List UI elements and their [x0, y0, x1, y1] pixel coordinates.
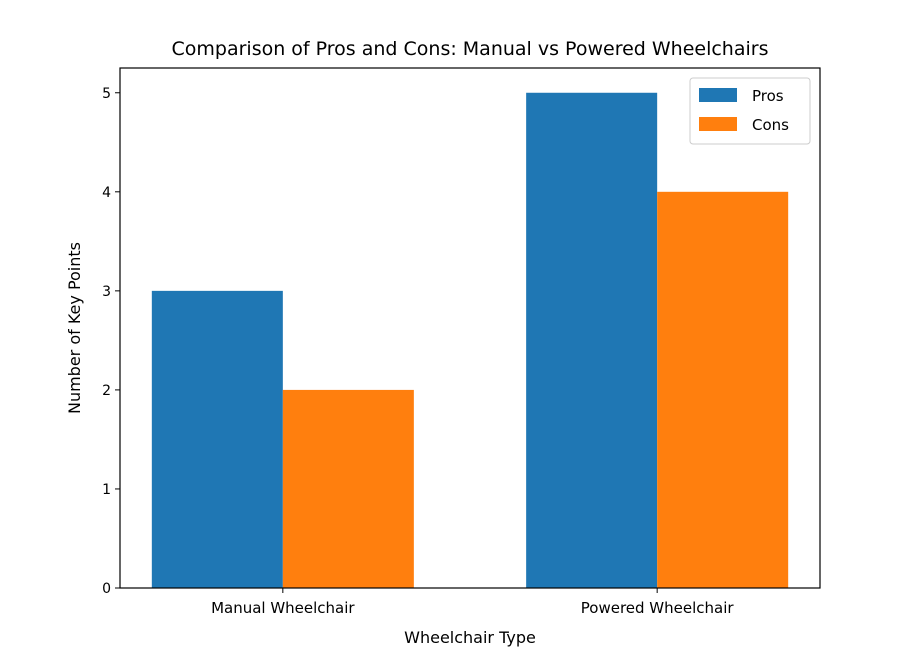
legend-label-cons: Cons — [752, 116, 789, 134]
chart-title: Comparison of Pros and Cons: Manual vs P… — [172, 38, 769, 60]
bar-pros-1 — [526, 92, 658, 588]
y-axis-label: Number of Key Points — [65, 242, 84, 414]
bar-pros-0 — [151, 290, 283, 588]
x-axis-label: Wheelchair Type — [404, 628, 536, 647]
bar-cons-0 — [282, 389, 414, 588]
legend-swatch-cons — [699, 117, 737, 131]
x-tick-label: Manual Wheelchair — [211, 599, 355, 617]
y-tick-label: 3 — [102, 284, 111, 300]
bar-cons-1 — [657, 191, 789, 589]
y-tick-label: 2 — [102, 383, 111, 399]
x-tick-label: Powered Wheelchair — [581, 599, 735, 617]
y-tick-label: 4 — [102, 185, 111, 201]
legend-swatch-pros — [699, 88, 737, 102]
y-tick-label: 1 — [102, 482, 111, 498]
y-tick-label: 0 — [102, 581, 111, 597]
axes-frame — [119, 67, 821, 589]
y-tick-label: 5 — [102, 86, 111, 102]
legend-label-pros: Pros — [752, 87, 784, 105]
legend-box — [689, 77, 811, 145]
legend: Pros Cons — [689, 77, 811, 145]
